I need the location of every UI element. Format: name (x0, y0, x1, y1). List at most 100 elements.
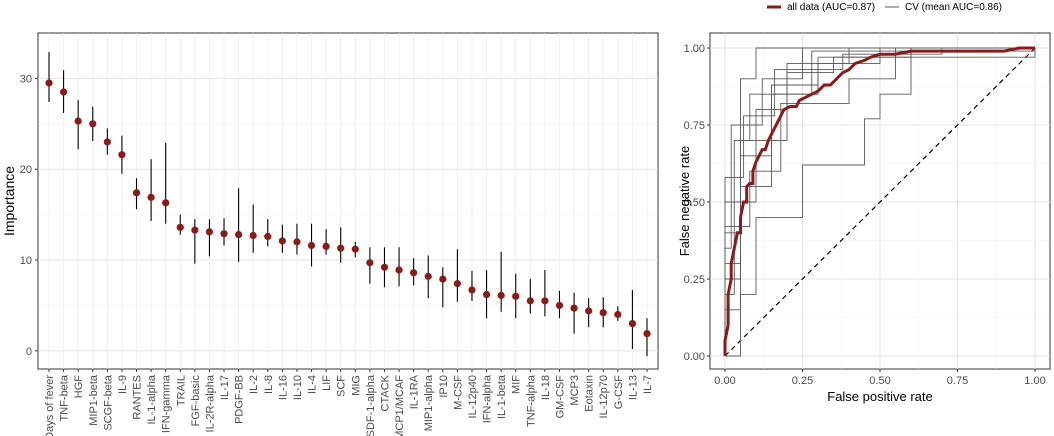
x-tick-label-m-csf: M-CSF (452, 375, 464, 410)
x-tick-label-il-12p70: IL-12p70 (598, 375, 610, 418)
cv-curve-4 (725, 47, 1035, 357)
point-days-of-fever (45, 79, 53, 87)
y-tick-label: 0 (26, 346, 32, 358)
x-tick-label-pdgf-bb: PDGF-BB (234, 375, 246, 424)
point-lif (322, 242, 330, 251)
importance-x-ticks: Days of fever TNF-beta HGF MIP1-beta SCGF-be… (44, 369, 654, 436)
point-scf (337, 244, 345, 252)
roc-x-tick-label: 0.50 (869, 375, 890, 387)
roc-x-ticks: 0.00 0.25 0.50 0.75 1.00 (714, 369, 1046, 387)
point-ifn-gamma (162, 199, 170, 207)
importance-y-ticks: 0 10 20 30 (20, 73, 38, 358)
legend-label-cv: CV (mean AUC=0.86) (905, 2, 1002, 13)
x-tick-label-ctack: CTACK (379, 374, 391, 411)
x-tick-label-il-13: IL-13 (627, 375, 639, 400)
roc-y-axis-label: False negative rate (677, 146, 692, 257)
x-tick-label-il-1ra: IL-1RA (409, 374, 421, 409)
point-tnf-beta (59, 88, 68, 96)
roc-legend: all data (AUC=0.87) CV (mean AUC=0.86) (767, 2, 1002, 13)
roc-y-tick-label: 0.25 (684, 274, 705, 286)
x-tick-label-trail: TRAIL (175, 375, 187, 406)
point-ctack (380, 263, 389, 271)
roc-x-tick-label: 1.00 (1024, 375, 1045, 387)
x-tick-label-mcp1-mcaf: MCP1/MCAF (394, 375, 406, 436)
point-mip1-beta (89, 120, 97, 128)
point-tnf-alpha (526, 297, 534, 305)
point-il-2r-alpha (205, 228, 214, 236)
point-il-9 (118, 151, 126, 159)
roc-x-tick-label: 0.75 (947, 375, 968, 387)
cv-curve-7 (724, 47, 1035, 356)
point-m-csf (453, 280, 461, 288)
point-il-16 (278, 237, 286, 245)
point-il-10 (293, 238, 301, 246)
point-il-2 (249, 231, 257, 240)
x-tick-label-il-9: IL-9 (117, 375, 129, 394)
point-mcp1-mcaf (395, 266, 403, 274)
point-il-4 (307, 241, 316, 250)
point-sdf-1-alpha (366, 259, 374, 267)
point-ip10 (439, 275, 447, 283)
x-tick-label-sdf-1-alpha: SDF-1-alpha (365, 374, 377, 436)
x-tick-label-mip1-alpha: MIP1-alpha (423, 374, 435, 431)
importance-points (45, 79, 651, 338)
x-tick-label-scgf-beta: SCGF-beta (102, 374, 114, 431)
x-tick-label-hgf: HGF (73, 375, 85, 399)
x-tick-label-tnf-alpha: TNF-alpha (525, 374, 537, 427)
x-tick-label-lif: LIF (321, 375, 333, 391)
point-mif (512, 292, 520, 300)
point-il-12p70 (599, 309, 607, 317)
point-hgf (74, 117, 82, 125)
x-tick-label-mif: MIF (511, 375, 523, 394)
point-il-8 (264, 232, 272, 241)
x-tick-label-il-17: IL-17 (219, 375, 231, 400)
x-tick-label-eotaxin: Eotaxin (584, 375, 596, 412)
point-il-18 (541, 297, 549, 305)
x-tick-label-il-2r-alpha: IL-2R-alpha (204, 374, 216, 432)
legend-label-all-data: all data (AUC=0.87) (787, 2, 875, 13)
x-tick-label-il-12p40: IL-12p40 (467, 375, 479, 418)
importance-y-axis-label: Importance (1, 166, 17, 236)
point-il-12p40 (468, 286, 476, 294)
x-tick-label-il-16: IL-16 (277, 375, 289, 400)
x-tick-label-mig: MIG (350, 375, 362, 396)
x-tick-label-mcp3: MCP3 (569, 375, 581, 406)
y-tick-label: 30 (20, 73, 32, 85)
point-mig (351, 245, 359, 253)
roc-gridlines (710, 33, 1050, 369)
point-rantes (132, 189, 141, 197)
x-tick-label-rantes: RANTES (132, 375, 144, 420)
roc-y-tick-label: 0.00 (684, 351, 705, 363)
x-tick-label-il-8: IL-8 (263, 375, 275, 394)
x-tick-label-days-of-fever: Days of fever (44, 375, 56, 436)
point-il-17 (220, 230, 228, 238)
x-tick-label-il-7: IL-7 (642, 375, 654, 394)
x-tick-label-ifn-gamma: IFN-gamma (161, 374, 173, 433)
roc-panel: 0.00 0.25 0.50 0.75 1.00 0.00 0.25 0.50 0.75 1.0… (677, 32, 1051, 404)
x-tick-label-tnf-beta: TNF-beta (59, 374, 71, 421)
roc-all-data-curve (723, 46, 1035, 356)
x-tick-label-ifn-alpha: IFN-alpha (482, 374, 494, 423)
importance-plot-area (37, 32, 659, 370)
point-eotaxin (585, 307, 593, 315)
point-scgf-beta (103, 138, 111, 146)
point-il-1ra (410, 269, 418, 277)
x-tick-label-fgf-basic: FGF-basic (190, 375, 202, 427)
x-tick-label-il-1-beta: IL-1-beta (496, 374, 508, 419)
x-tick-label-scf: SCF (336, 375, 348, 397)
x-tick-label-il-4: IL-4 (307, 375, 319, 394)
point-il-13 (628, 319, 637, 328)
point-fgf-basic (191, 226, 199, 234)
roc-y-tick-label: 1.00 (684, 43, 705, 55)
x-tick-label-ip10: IP10 (438, 375, 450, 398)
roc-y-tick-label: 0.75 (684, 120, 705, 132)
roc-y-ticks: 0.00 0.25 0.50 0.75 1.00 (684, 43, 710, 363)
roc-x-tick-label: 0.00 (714, 375, 735, 387)
point-mip1-alpha (424, 272, 432, 280)
point-mcp3 (570, 304, 578, 312)
importance-panel: 0 10 20 30 Days of fever TNF-beta HGF MIP1-bet… (1, 32, 659, 436)
x-tick-label-gm-csf: GM-CSF (554, 375, 566, 419)
roc-x-axis-label: False positive rate (827, 389, 933, 404)
x-tick-label-il-1-alpha: IL-1-alpha (146, 374, 158, 424)
